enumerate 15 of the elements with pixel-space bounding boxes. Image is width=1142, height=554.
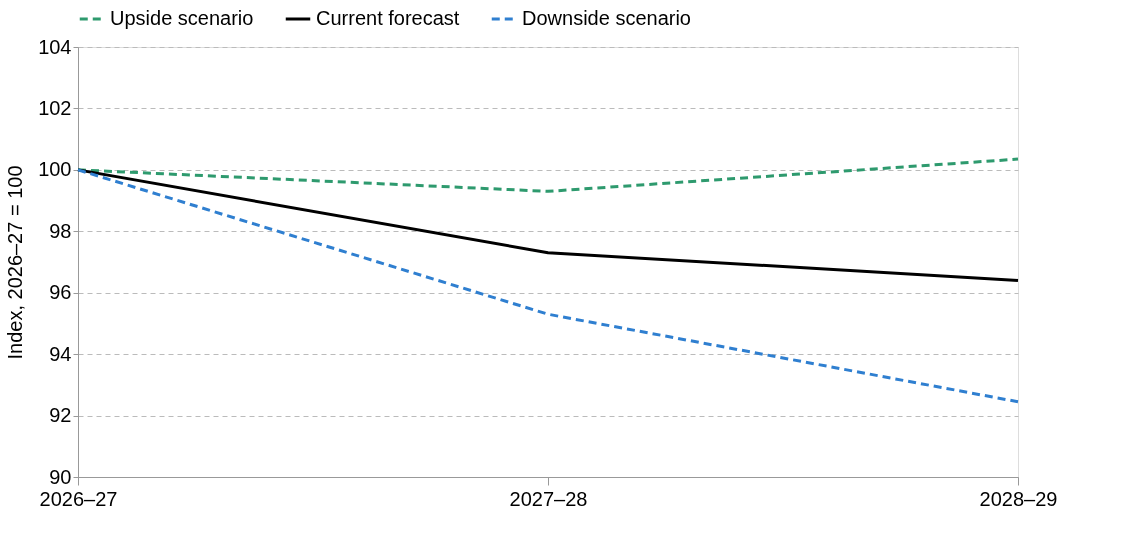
y-tick-label: 102	[38, 96, 72, 119]
legend-label: Upside scenario	[110, 7, 254, 29]
y-tick-label: 104	[38, 35, 72, 58]
y-tick-label: 100	[38, 158, 72, 181]
x-tick-label: 2028–29	[979, 487, 1058, 510]
legend-label: Downside scenario	[522, 7, 691, 29]
legend-label: Current forecast	[316, 7, 460, 29]
y-tick-label: 96	[49, 281, 72, 304]
x-tick-label: 2027–28	[509, 487, 588, 510]
y-tick-label: 90	[49, 465, 72, 488]
y-tick-label: 92	[49, 404, 72, 427]
y-tick-label: 94	[49, 342, 72, 365]
y-axis-title: Index, 2026–27 = 100	[4, 165, 27, 360]
y-tick-label: 98	[49, 219, 72, 242]
x-tick-label: 2026–27	[39, 487, 118, 510]
